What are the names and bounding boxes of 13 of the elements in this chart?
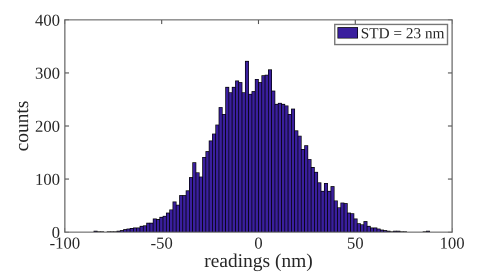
x-axis-title: readings (nm): [204, 253, 312, 272]
y-tick-label: 0: [52, 226, 60, 238]
x-tick-label: 0: [254, 237, 262, 249]
y-axis-title: counts: [17, 101, 28, 151]
x-tick-label: 100: [441, 237, 464, 249]
y-tick-label: 400: [35, 14, 60, 26]
x-tick-label: -50: [151, 237, 172, 249]
y-tick-label: 300: [36, 68, 60, 79]
x-tick-label: 50: [348, 237, 363, 249]
y-tick-label: 100: [36, 174, 60, 186]
x-tick-label: -100: [50, 237, 80, 249]
legend-label: STD = 23 nm: [362, 28, 444, 38]
y-tick-label: 200: [36, 120, 60, 132]
